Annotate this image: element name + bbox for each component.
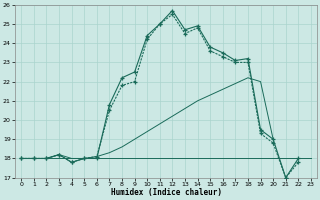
X-axis label: Humidex (Indice chaleur): Humidex (Indice chaleur) [111,188,221,197]
